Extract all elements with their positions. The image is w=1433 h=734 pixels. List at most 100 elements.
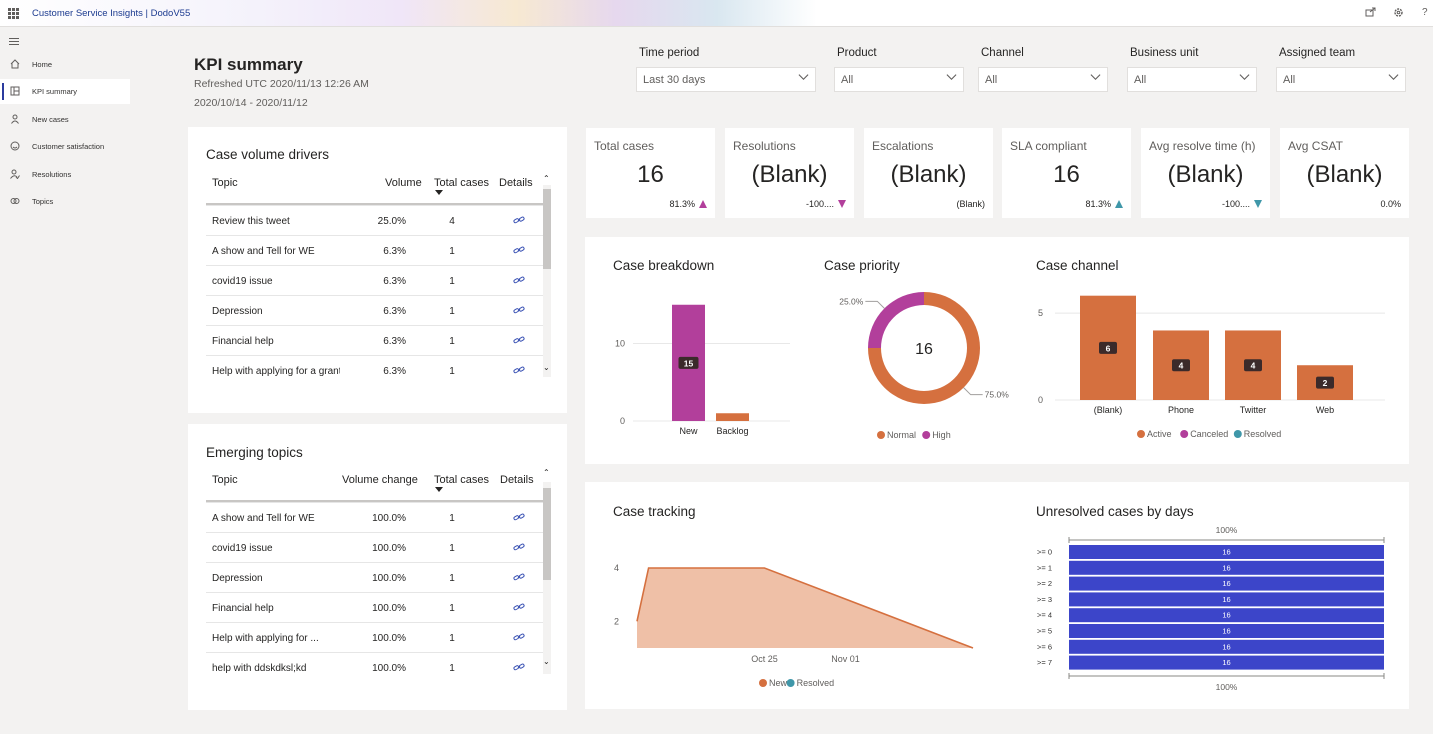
table-row[interactable]: covid19 issue 6.3% 1 xyxy=(206,265,543,295)
kpi-card[interactable]: Avg resolve time (h) (Blank) -100.... xyxy=(1141,128,1270,218)
x-tick-label: Web xyxy=(1316,405,1334,415)
data-label: 16 xyxy=(1222,611,1230,620)
legend-label: New xyxy=(769,678,788,688)
x-tick-label: Oct 25 xyxy=(751,654,778,664)
cell-volume: 100.0% xyxy=(372,573,406,584)
share-icon[interactable] xyxy=(1365,7,1376,21)
details-link-icon[interactable] xyxy=(513,334,525,346)
x-tick-label: Phone xyxy=(1168,405,1194,415)
details-link-icon[interactable] xyxy=(513,304,525,316)
kpi-trend: -100.... xyxy=(1222,199,1262,209)
chevron-down-icon xyxy=(798,74,809,81)
table-row[interactable]: Financial help 6.3% 1 xyxy=(206,325,543,355)
sidebar-item-new-cases[interactable]: New cases xyxy=(0,107,130,132)
case-priority-title: Case priority xyxy=(824,258,900,273)
table-row[interactable]: Help with applying for a grant 6.3% 1 xyxy=(206,355,543,385)
channel-dropdown[interactable]: All xyxy=(978,67,1108,92)
details-link-icon[interactable] xyxy=(513,631,525,643)
column-header-details[interactable]: Details xyxy=(500,474,534,486)
details-link-icon[interactable] xyxy=(513,661,525,673)
y-category-label: >= 1 xyxy=(1037,563,1052,572)
kpi-trend: 0.0% xyxy=(1380,199,1401,209)
kpi-title: Avg resolve time (h) xyxy=(1149,139,1256,153)
scrollbar[interactable] xyxy=(543,185,551,377)
kpi-card[interactable]: Total cases 16 81.3% xyxy=(586,128,715,218)
details-link-icon[interactable] xyxy=(513,511,525,523)
data-label-bg xyxy=(1172,359,1190,372)
table-row[interactable]: Review this tweet 25.0% 4 xyxy=(206,205,543,235)
details-link-icon[interactable] xyxy=(513,571,525,583)
help-icon[interactable]: ? xyxy=(1422,7,1428,18)
table-row[interactable]: Help with applying for ... 100.0% 1 xyxy=(206,622,543,652)
kpi-trend-value: (Blank) xyxy=(956,199,985,209)
cell-volume: 6.3% xyxy=(383,366,406,377)
hamburger-menu-icon[interactable] xyxy=(9,38,19,47)
kpi-value: (Blank) xyxy=(890,161,967,188)
charts-svg: 0 10 New 15 Backlog 75.0% 25.0% 16 Normal High 0 5 (… xyxy=(615,292,1385,440)
sidebar-item-kpi-summary[interactable]: KPI summary xyxy=(0,79,130,104)
column-header-volume[interactable]: Volume xyxy=(385,177,422,189)
legend-marker xyxy=(1137,430,1145,438)
business-unit-dropdown[interactable]: All xyxy=(1127,67,1257,92)
details-link-icon[interactable] xyxy=(513,601,525,613)
table-row[interactable]: Depression 6.3% 1 xyxy=(206,295,543,325)
data-label: 16 xyxy=(1222,642,1230,651)
table-row[interactable]: Financial help 100.0% 1 xyxy=(206,592,543,622)
trend-down-icon xyxy=(1254,200,1262,208)
sidebar-item-customer-satisfaction[interactable]: Customer satisfaction xyxy=(0,134,130,159)
table-row[interactable]: covid19 issue 100.0% 1 xyxy=(206,532,543,562)
product-value: All xyxy=(841,74,854,86)
details-link-icon[interactable] xyxy=(513,214,525,226)
scroll-down-icon[interactable]: ⌄ xyxy=(543,657,550,666)
table-row[interactable]: help with ddskdksl;kd 100.0% 1 xyxy=(206,652,543,682)
column-header-topic[interactable]: Topic xyxy=(212,474,238,486)
kpi-card[interactable]: Resolutions (Blank) -100.... xyxy=(725,128,854,218)
settings-icon[interactable] xyxy=(1393,7,1404,21)
y-tick-label: 2 xyxy=(614,616,619,626)
scrollbar-thumb[interactable] xyxy=(543,488,551,580)
top-axis-label: 100% xyxy=(1216,525,1238,535)
time-period-dropdown[interactable]: Last 30 days xyxy=(636,67,816,92)
product-dropdown[interactable]: All xyxy=(834,67,964,92)
kpi-trend: 81.3% xyxy=(1085,199,1123,209)
app-title[interactable]: Customer Service Insights | DodoV55 xyxy=(32,8,191,19)
cell-topic: covid19 issue xyxy=(212,543,273,554)
kpi-trend-value: -100.... xyxy=(1221,199,1250,209)
header-divider xyxy=(206,203,543,205)
column-header-total-cases[interactable]: Total cases xyxy=(434,474,490,486)
table-row[interactable]: A show and Tell for WE 6.3% 1 xyxy=(206,235,543,265)
waffle-icon[interactable] xyxy=(8,8,19,19)
details-link-icon[interactable] xyxy=(513,364,525,376)
details-link-icon[interactable] xyxy=(513,244,525,256)
bar-days-7 xyxy=(1069,655,1384,670)
column-header-details[interactable]: Details xyxy=(499,177,533,189)
details-link-icon[interactable] xyxy=(513,274,525,286)
kpi-value: (Blank) xyxy=(1167,161,1244,188)
sidebar-item-resolutions[interactable]: Resolutions xyxy=(0,162,130,187)
scroll-up-icon[interactable]: ⌃ xyxy=(543,468,550,477)
details-link-icon[interactable] xyxy=(513,541,525,553)
kpi-card[interactable]: Avg CSAT (Blank) 0.0% xyxy=(1280,128,1409,218)
y-category-label: >= 6 xyxy=(1037,642,1052,651)
case-breakdown-title: Case breakdown xyxy=(613,258,715,273)
scroll-up-icon[interactable]: ⌃ xyxy=(543,174,550,183)
column-header-volume-change[interactable]: Volume change xyxy=(342,474,418,486)
cell-volume: 100.0% xyxy=(372,663,406,674)
time-period-value: Last 30 days xyxy=(643,74,706,86)
cell-total-cases: 1 xyxy=(449,513,455,524)
table-row[interactable]: Depression 100.0% 1 xyxy=(206,562,543,592)
kpi-card[interactable]: Escalations (Blank) (Blank) xyxy=(864,128,993,218)
sidebar-item-home[interactable]: Home xyxy=(0,52,130,77)
sidebar-item-topics[interactable]: Topics xyxy=(0,189,130,214)
assigned-team-dropdown[interactable]: All xyxy=(1276,67,1406,92)
kpi-card[interactable]: SLA compliant 16 81.3% xyxy=(1002,128,1131,218)
assigned-team-value: All xyxy=(1283,74,1296,86)
chevron-down-icon xyxy=(946,74,957,81)
column-header-topic[interactable]: Topic xyxy=(212,177,238,189)
scroll-down-icon[interactable]: ⌄ xyxy=(543,363,550,372)
column-header-total-cases[interactable]: Total cases xyxy=(434,177,490,189)
bar-days-6 xyxy=(1069,639,1384,654)
legend-marker xyxy=(786,679,795,687)
table-row[interactable]: A show and Tell for WE 100.0% 1 xyxy=(206,502,543,532)
scrollbar-thumb[interactable] xyxy=(543,189,551,269)
